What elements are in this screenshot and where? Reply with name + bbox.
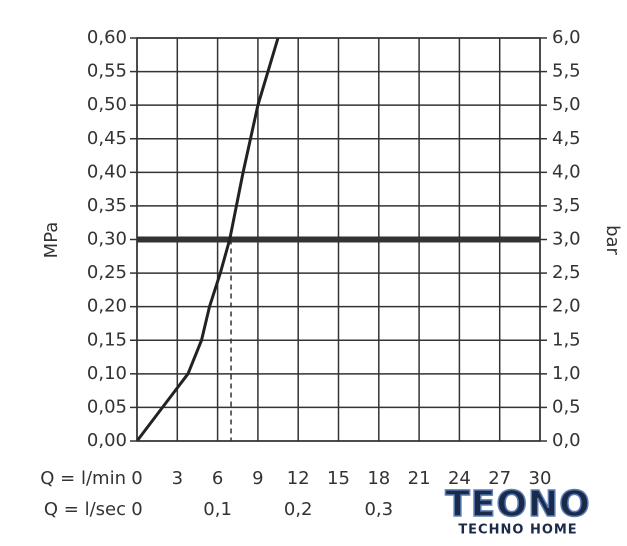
x-tick-label: 12 — [287, 468, 310, 489]
x-axis-label: Q = l/min — [40, 468, 126, 489]
y-tick-label: 0,60 — [87, 27, 127, 48]
x-tick-label: 27 — [488, 468, 511, 489]
y-axis-label: MPa — [41, 222, 62, 259]
y2-tick-label: 0,0 — [552, 430, 581, 451]
y2-tick-label: 1,0 — [552, 363, 581, 384]
y2-tick-label: 3,0 — [552, 229, 581, 250]
logo-title: TEONO — [445, 484, 590, 525]
plot: 0,000,050,100,150,200,250,300,350,400,45… — [87, 27, 581, 520]
logo-background — [436, 486, 596, 538]
y2-tick-label: 4,5 — [552, 128, 581, 149]
y-tick-label: 0,15 — [87, 329, 127, 350]
y2-tick-label: 3,5 — [552, 195, 581, 216]
y2-tick-label: 0,5 — [552, 396, 581, 417]
x2-tick-label: 0,1 — [203, 499, 232, 520]
y-tick-label: 0,55 — [87, 61, 127, 82]
y-tick-label: 0,20 — [87, 296, 127, 317]
y2-tick-label: 6,0 — [552, 27, 581, 48]
y2-tick-label: 5,0 — [552, 94, 581, 115]
y2-tick-label: 4,0 — [552, 161, 581, 182]
x2-tick-label: 0,3 — [364, 499, 393, 520]
plot-frame — [136, 37, 541, 442]
y2-tick-label: 2,5 — [552, 262, 581, 283]
x-tick-label: 15 — [327, 468, 350, 489]
y-tick-label: 0,25 — [87, 262, 127, 283]
y-tick-label: 0,40 — [87, 161, 127, 182]
y-tick-label: 0,00 — [87, 430, 127, 451]
y-tick-label: 0,50 — [87, 94, 127, 115]
x-tick-label: 24 — [448, 468, 471, 489]
x-tick-label: 21 — [408, 468, 431, 489]
x-tick-label: 9 — [252, 468, 263, 489]
x-tick-label: 18 — [367, 468, 390, 489]
x-tick-label: 0 — [131, 468, 142, 489]
y2-tick-label: 5,5 — [552, 61, 581, 82]
y-tick-label: 0,30 — [87, 229, 127, 250]
x2-tick-label: 0,2 — [284, 499, 313, 520]
y-tick-label: 0,05 — [87, 396, 127, 417]
x-tick-label: 6 — [212, 468, 223, 489]
curve — [135, 37, 280, 442]
y2-axis-label: bar — [602, 225, 623, 255]
y-tick-label: 0,35 — [87, 195, 127, 216]
logo-subtitle: TECHNO HOME — [458, 523, 577, 538]
logo: TEONO TECHNO HOME — [436, 483, 596, 538]
y2-tick-label: 2,0 — [552, 296, 581, 317]
y2-tick-label: 1,5 — [552, 329, 581, 350]
x2-axis-label: Q = l/sec — [44, 499, 126, 520]
y-tick-label: 0,10 — [87, 363, 127, 384]
x-tick-label: 3 — [172, 468, 183, 489]
y-tick-label: 0,45 — [87, 128, 127, 149]
x2-tick-label: 0 — [131, 499, 142, 520]
x-tick-label: 30 — [529, 468, 552, 489]
